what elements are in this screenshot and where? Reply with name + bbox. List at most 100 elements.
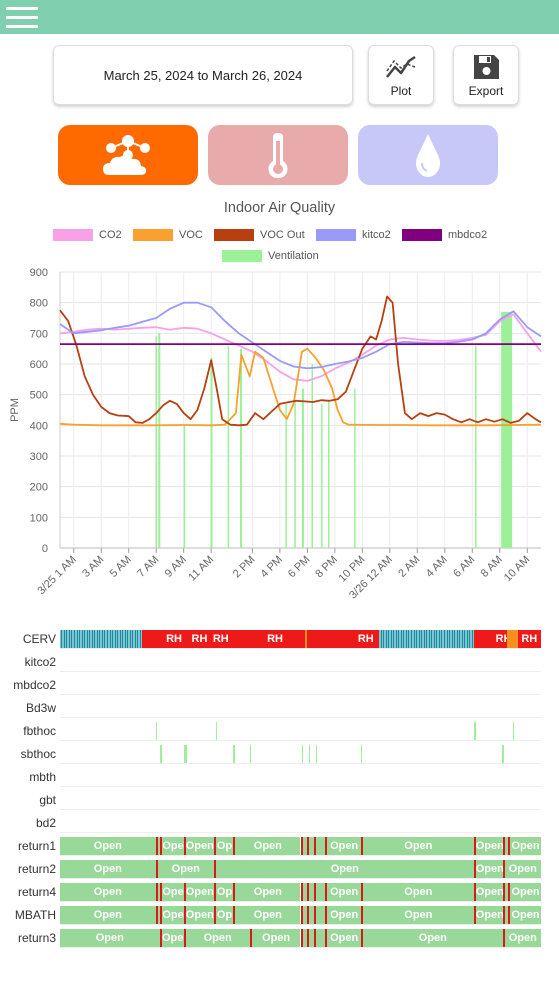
status-segment[interactable] (517, 630, 541, 648)
status-segment[interactable] (474, 722, 476, 740)
legend-item-ventilation[interactable]: Ventilation (222, 249, 319, 263)
status-segment[interactable] (155, 722, 157, 740)
status-segment[interactable] (155, 883, 158, 901)
status-segment[interactable] (506, 630, 518, 648)
status-segment[interactable] (230, 630, 246, 648)
status-segment[interactable] (363, 929, 503, 947)
legend-item-mbdco2[interactable]: mbdco2 (402, 228, 487, 242)
status-segment[interactable] (363, 883, 474, 901)
status-segment[interactable] (473, 630, 496, 648)
status-segment[interactable] (215, 860, 474, 878)
status-segment[interactable] (325, 906, 328, 924)
status-segment[interactable] (510, 883, 541, 901)
status-segment[interactable] (183, 929, 186, 947)
status-segment[interactable] (307, 906, 310, 924)
hamburger-menu-icon[interactable] (6, 5, 38, 29)
status-segment[interactable] (327, 906, 361, 924)
status-segment[interactable] (314, 837, 317, 855)
status-segment[interactable] (235, 906, 301, 924)
status-segment[interactable] (327, 837, 361, 855)
status-segment[interactable] (160, 630, 188, 648)
status-segment[interactable] (504, 929, 541, 947)
status-segment[interactable] (249, 929, 252, 947)
status-segment[interactable] (60, 906, 156, 924)
status-segment[interactable] (215, 883, 234, 901)
status-segment[interactable] (183, 906, 186, 924)
status-segment[interactable] (159, 929, 162, 947)
status-segment[interactable] (309, 906, 315, 924)
status-segment[interactable] (309, 883, 315, 901)
status-segment[interactable] (60, 929, 160, 947)
status-segment[interactable] (309, 929, 315, 947)
legend-item-voc[interactable]: VOC (133, 228, 203, 242)
status-segment[interactable] (213, 837, 216, 855)
status-segment[interactable] (504, 883, 508, 901)
status-segment[interactable] (302, 929, 308, 947)
status-segment[interactable] (315, 745, 317, 763)
status-segment[interactable] (501, 745, 504, 763)
status-segment[interactable] (233, 837, 236, 855)
status-segment[interactable] (316, 906, 326, 924)
status-segment[interactable] (302, 837, 308, 855)
status-segment[interactable] (160, 883, 163, 901)
status-segment[interactable] (185, 929, 250, 947)
legend-item-co2[interactable]: CO2 (53, 228, 122, 242)
status-segment[interactable] (307, 630, 324, 648)
humidity-button[interactable] (358, 125, 498, 185)
status-segment[interactable] (60, 883, 156, 901)
status-segment[interactable] (316, 837, 326, 855)
status-segment[interactable] (475, 906, 503, 924)
status-segment[interactable] (508, 837, 511, 855)
status-segment[interactable] (512, 722, 515, 740)
status-segment[interactable] (475, 860, 503, 878)
status-segment[interactable] (302, 906, 308, 924)
legend-item-voc-out[interactable]: VOC Out (214, 228, 305, 242)
status-segment[interactable] (162, 906, 184, 924)
status-segment[interactable] (235, 883, 301, 901)
status-segment[interactable] (183, 883, 186, 901)
status-segment[interactable] (183, 745, 188, 763)
status-segment[interactable] (233, 883, 236, 901)
status-segment[interactable] (314, 883, 317, 901)
status-segment[interactable] (162, 837, 184, 855)
status-segment[interactable] (473, 906, 476, 924)
status-segment[interactable] (213, 883, 216, 901)
status-segment[interactable] (307, 883, 310, 901)
status-segment[interactable] (508, 906, 511, 924)
status-segment[interactable] (233, 906, 236, 924)
status-segment[interactable] (155, 837, 158, 855)
status-segment[interactable] (504, 906, 508, 924)
status-segment[interactable] (363, 837, 474, 855)
status-segment[interactable] (185, 837, 214, 855)
status-segment[interactable] (183, 837, 186, 855)
status-segment[interactable] (301, 745, 304, 763)
status-segment[interactable] (300, 883, 303, 901)
status-segment[interactable] (215, 722, 218, 740)
status-segment[interactable] (510, 906, 541, 924)
status-segment[interactable] (360, 745, 363, 763)
status-segment[interactable] (502, 860, 505, 878)
status-segment[interactable] (304, 630, 308, 648)
status-segment[interactable] (307, 837, 310, 855)
status-segment[interactable] (327, 929, 361, 947)
status-segment[interactable] (155, 906, 158, 924)
status-segment[interactable] (352, 630, 379, 648)
status-segment[interactable] (314, 906, 317, 924)
status-segment[interactable] (300, 906, 303, 924)
status-segment[interactable] (504, 860, 541, 878)
status-segment[interactable] (233, 745, 236, 763)
air-quality-button[interactable] (58, 125, 198, 185)
status-segment[interactable] (316, 929, 326, 947)
status-segment[interactable] (309, 837, 315, 855)
status-segment[interactable] (510, 837, 541, 855)
export-button[interactable]: Export (453, 45, 519, 105)
status-segment[interactable] (316, 883, 326, 901)
status-segment[interactable] (160, 745, 162, 763)
status-segment[interactable] (360, 883, 363, 901)
status-segment[interactable] (323, 630, 353, 648)
status-segment[interactable] (213, 860, 216, 878)
status-segment[interactable] (504, 837, 508, 855)
status-segment[interactable] (473, 837, 476, 855)
status-segment[interactable] (215, 837, 234, 855)
status-segment[interactable] (249, 745, 251, 763)
